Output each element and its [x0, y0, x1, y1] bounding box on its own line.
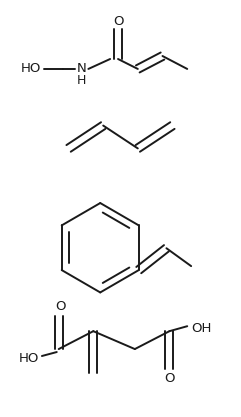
- Text: HO: HO: [19, 352, 39, 365]
- Text: OH: OH: [191, 322, 212, 335]
- Text: N: N: [77, 63, 86, 75]
- Text: O: O: [164, 372, 175, 385]
- Text: H: H: [77, 74, 86, 87]
- Text: O: O: [113, 15, 123, 28]
- Text: O: O: [55, 300, 66, 313]
- Text: HO: HO: [21, 63, 41, 75]
